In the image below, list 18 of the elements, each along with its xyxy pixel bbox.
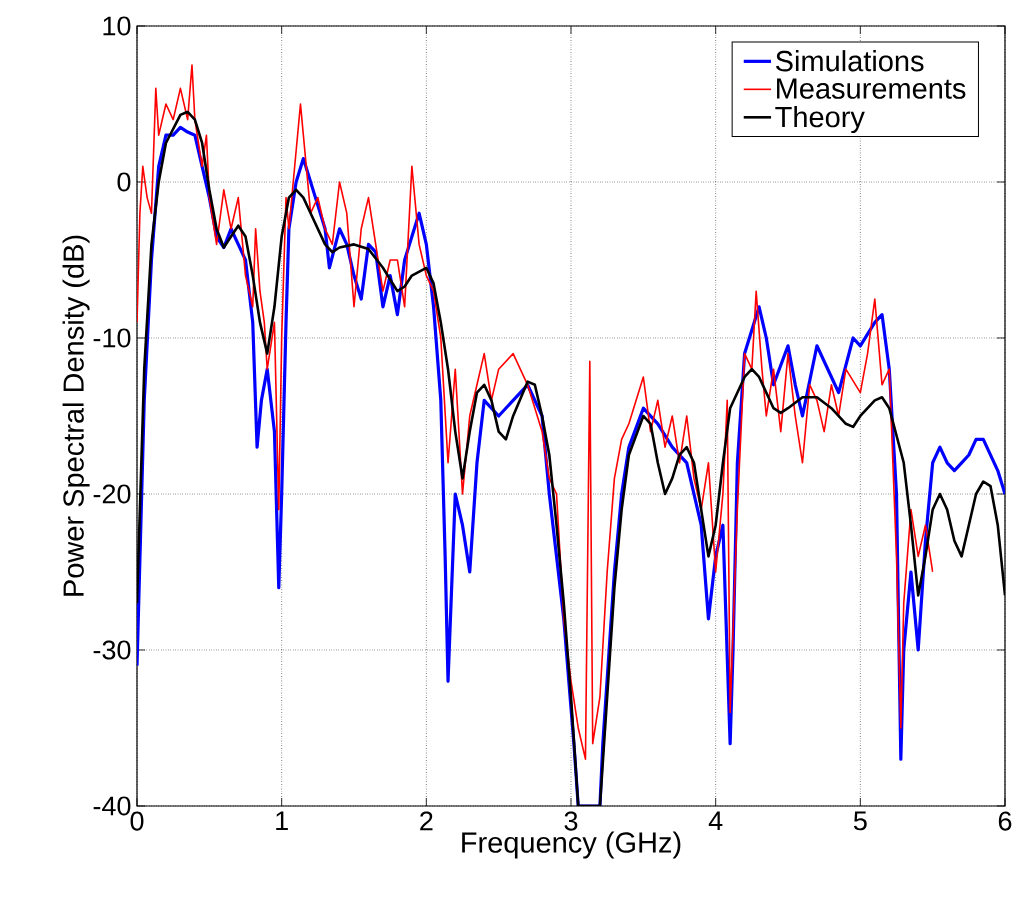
x-tick-label: 6 bbox=[998, 811, 1012, 831]
y-tick-label: 10 bbox=[103, 16, 131, 36]
x-tick-label: 4 bbox=[708, 811, 723, 831]
x-tick-label: 0 bbox=[130, 811, 144, 831]
x-tick-label: 2 bbox=[420, 811, 433, 831]
x-tick-label: 3 bbox=[564, 811, 578, 831]
y-tick-label: -30 bbox=[93, 640, 131, 660]
legend-label: Measurements bbox=[777, 78, 966, 99]
legend-label: Simulations bbox=[775, 50, 924, 72]
y-tick-label: -20 bbox=[93, 484, 131, 504]
x-axis-title: Frequency (GHz) bbox=[462, 831, 681, 859]
y-tick-label: -10 bbox=[93, 328, 131, 348]
y-axis-title: Power Spectral Density (dB) bbox=[62, 235, 90, 596]
x-tick-label: 1 bbox=[276, 811, 288, 831]
y-tick-label: 0 bbox=[117, 172, 131, 192]
x-tick-label: 5 bbox=[853, 811, 867, 831]
legend-label: Theory bbox=[775, 106, 865, 134]
y-tick-label: -40 bbox=[93, 796, 131, 816]
